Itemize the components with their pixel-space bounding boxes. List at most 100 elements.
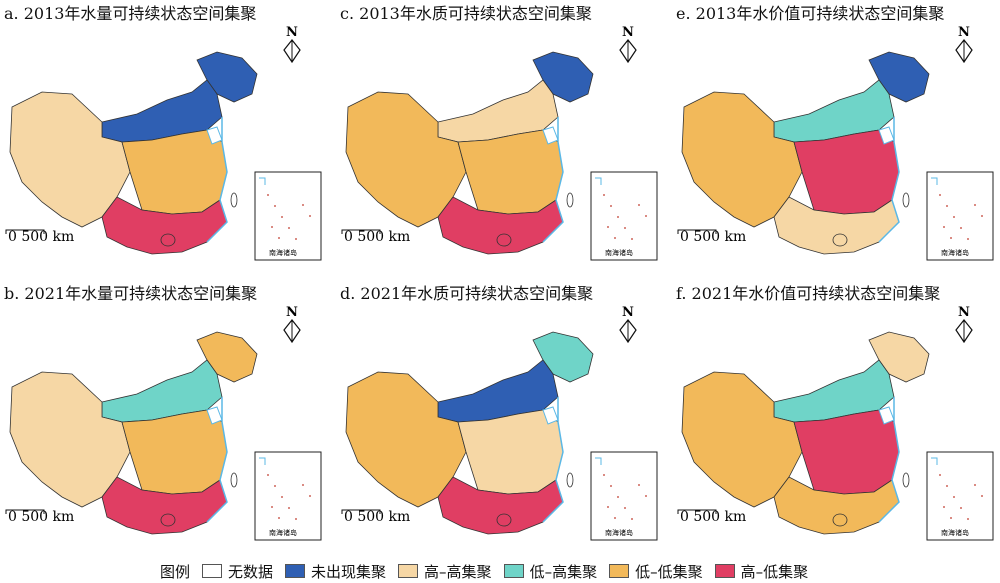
scale-label: 0 500 km — [8, 229, 74, 245]
taiwan-island — [566, 192, 574, 208]
inset-island — [967, 518, 969, 520]
map-panel-a: a. 2013年水量可持续状态空间集聚 南海诸岛 N 0 500 km — [0, 0, 333, 272]
inset-island — [950, 237, 952, 239]
inset-island — [617, 216, 619, 218]
inset-island — [610, 205, 612, 207]
north-label: N — [286, 305, 298, 320]
panel-title: c. 2013年水质可持续状态空间集聚 — [340, 4, 592, 23]
inset-coast — [259, 177, 266, 185]
map-regions — [9, 331, 258, 535]
south-sea-inset — [926, 171, 994, 261]
scale-bar — [5, 509, 45, 514]
legend-label: 低–低集聚 — [635, 562, 703, 581]
inset-island — [981, 215, 983, 217]
hainan-island — [160, 233, 176, 247]
north-arrow-icon — [283, 39, 301, 64]
inset-island — [960, 507, 962, 509]
map-regions — [681, 331, 930, 535]
hainan-island — [496, 233, 512, 247]
inset-island — [943, 226, 945, 228]
legend-label: 无数据 — [228, 562, 274, 581]
inset-island — [267, 474, 269, 476]
inset-island — [614, 517, 616, 519]
inset-island — [943, 506, 945, 508]
china-map: 南海诸岛 N 0 500 km — [341, 25, 658, 261]
legend-item-high-high: 高–高集聚 — [398, 561, 492, 582]
taiwan-island — [230, 192, 238, 208]
coastline — [878, 397, 900, 523]
scale-bar — [341, 229, 381, 234]
legend-label: 高–低集聚 — [740, 562, 809, 581]
inset-island — [281, 216, 283, 218]
coastline — [878, 117, 900, 243]
inset-island — [278, 517, 280, 519]
map-regions — [345, 51, 594, 255]
taiwan-island — [902, 472, 910, 488]
scale-label: 0 500 km — [8, 509, 74, 525]
inset-island — [967, 238, 969, 240]
legend-item-no-cluster: 未出现集聚 — [285, 561, 386, 582]
inset-island — [974, 204, 976, 206]
taiwan-island — [566, 472, 574, 488]
inset-label: 南海诸岛 — [605, 248, 633, 257]
scale-label: 0 500 km — [680, 509, 746, 525]
north-label: N — [958, 25, 970, 40]
china-map: 南海诸岛 N 0 500 km — [677, 25, 994, 261]
scale-label: 0 500 km — [344, 229, 410, 245]
inset-island — [614, 237, 616, 239]
north-label: N — [622, 305, 634, 320]
legend-label: 未出现集聚 — [311, 562, 387, 581]
legend-title: 图例 — [160, 562, 191, 581]
north-label: N — [958, 305, 970, 320]
hainan-island — [496, 513, 512, 527]
scale-bar — [677, 509, 717, 514]
inset-island — [278, 237, 280, 239]
map-regions — [9, 51, 258, 255]
inset-island — [946, 205, 948, 207]
inset-label: 南海诸岛 — [605, 528, 633, 537]
scale-bar — [5, 229, 45, 234]
map-panel-f: f. 2021年水价值可持续状态空间集聚 南海诸岛 N 0 500 km — [672, 280, 1000, 552]
coastline — [206, 397, 228, 523]
inset-island — [981, 495, 983, 497]
inset-coast — [931, 457, 938, 465]
panel-title: f. 2021年水价值可持续状态空间集聚 — [676, 284, 941, 303]
hainan-island — [832, 513, 848, 527]
china-map: 南海诸岛 N 0 500 km — [341, 305, 658, 541]
inset-coast — [595, 177, 602, 185]
north-arrow-icon — [283, 319, 301, 344]
inset-island — [607, 226, 609, 228]
inset-island — [953, 216, 955, 218]
china-map: 南海诸岛 N 0 500 km — [677, 305, 994, 541]
legend-label: 高–高集聚 — [424, 562, 492, 581]
inset-island — [295, 238, 297, 240]
inset-island — [638, 204, 640, 206]
coastline — [206, 117, 228, 243]
inset-coast — [595, 457, 602, 465]
north-label: N — [286, 25, 298, 40]
china-map: 南海诸岛 N 0 500 km — [5, 305, 322, 541]
legend-item-low-high: 低–高集聚 — [503, 561, 597, 582]
coastline — [542, 397, 564, 523]
inset-island — [302, 484, 304, 486]
inset-island — [607, 506, 609, 508]
inset-island — [603, 194, 605, 196]
inset-island — [950, 517, 952, 519]
south-sea-inset — [590, 451, 658, 541]
map-regions — [681, 51, 930, 255]
panel-title: d. 2021年水质可持续状态空间集聚 — [340, 284, 594, 303]
legend-swatch — [398, 564, 419, 578]
inset-island — [309, 215, 311, 217]
inset-label: 南海诸岛 — [941, 528, 969, 537]
inset-island — [288, 227, 290, 229]
inset-island — [624, 227, 626, 229]
inset-island — [274, 485, 276, 487]
inset-island — [645, 495, 647, 497]
inset-island — [939, 474, 941, 476]
hainan-island — [160, 513, 176, 527]
scale-bar — [341, 509, 381, 514]
legend-item-no-data: 无数据 — [202, 561, 273, 582]
inset-island — [638, 484, 640, 486]
inset-island — [603, 474, 605, 476]
inset-coast — [259, 457, 266, 465]
